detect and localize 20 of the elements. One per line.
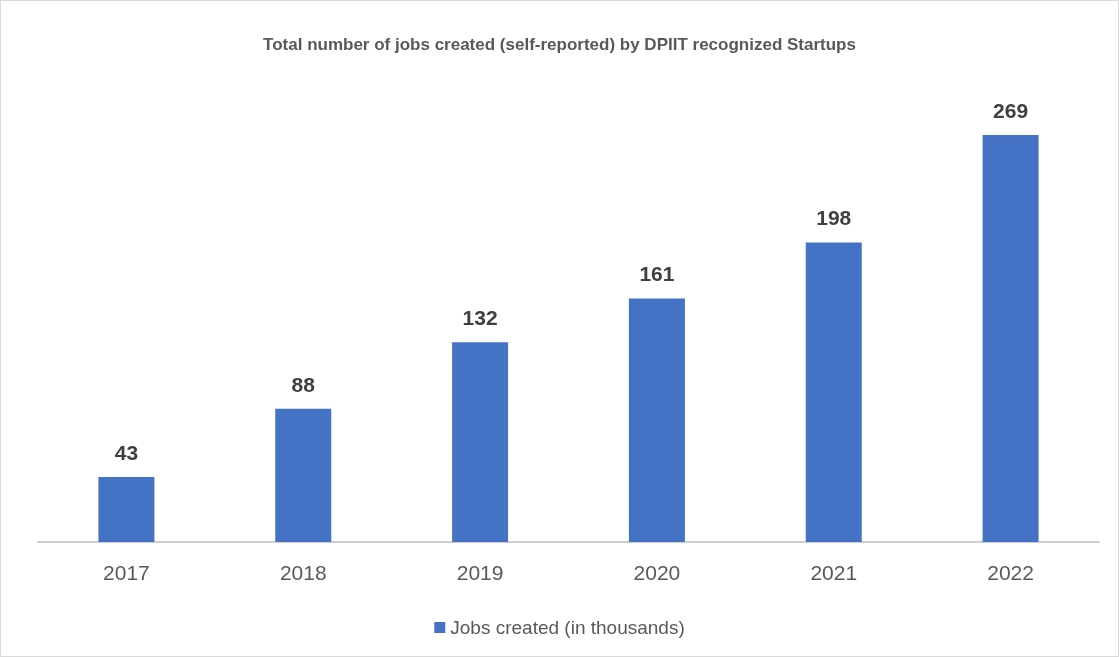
bar <box>452 342 509 542</box>
x-tick-label: 2017 <box>103 561 150 584</box>
data-label: 43 <box>114 440 139 464</box>
data-label: 269 <box>993 99 1029 122</box>
x-tick-label: 2020 <box>633 561 681 584</box>
data-label: 132 <box>462 306 498 330</box>
x-tick-label: 2022 <box>987 561 1034 584</box>
bar <box>805 242 862 542</box>
bar <box>98 476 155 542</box>
x-tick-label: 2021 <box>810 561 858 584</box>
data-label: 88 <box>291 372 316 396</box>
bar <box>275 408 332 542</box>
chart-title: Total number of jobs created (self-reported) by DPIIT recognized Startups <box>263 35 856 54</box>
data-label: 198 <box>816 206 852 230</box>
x-tick-label: 2019 <box>456 561 504 584</box>
bar <box>628 298 685 542</box>
bar <box>982 135 1039 542</box>
data-label: 161 <box>639 262 675 286</box>
x-tick-label: 2018 <box>279 561 327 584</box>
legend-label: Jobs created (in thousands) <box>450 617 685 638</box>
